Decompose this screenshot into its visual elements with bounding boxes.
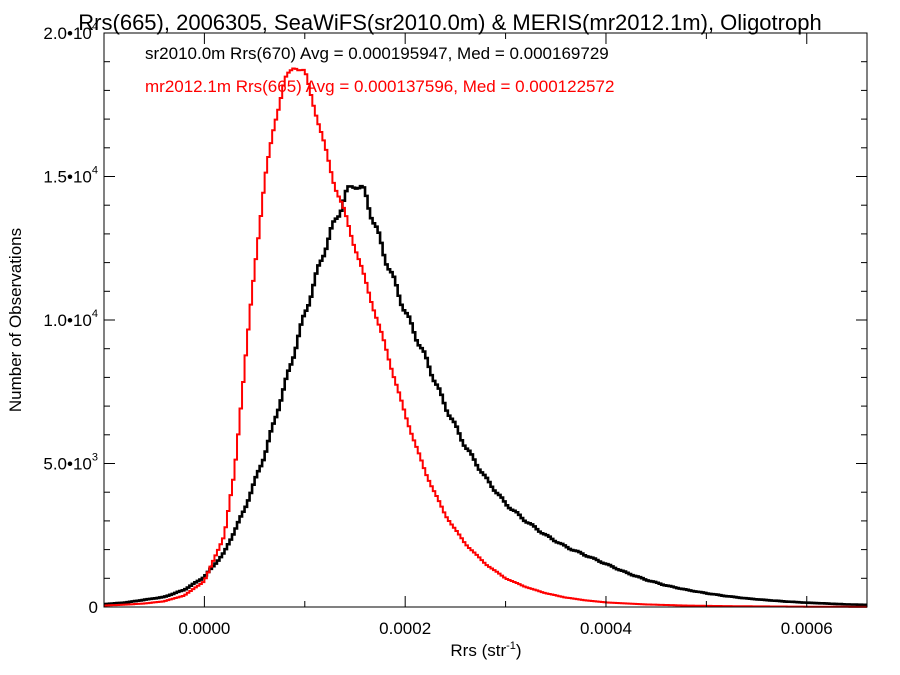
y-tick-label: 1.0•104: [43, 308, 98, 330]
legend-entry-black: sr2010.0m Rrs(670) Avg = 0.000195947, Me…: [145, 44, 609, 63]
x-tick-label: 0.0002: [379, 619, 431, 638]
y-axis-label: Number of Observations: [6, 228, 25, 412]
series-line-red: [104, 67, 867, 608]
legend-entry-red: mr2012.1m Rrs(665) Avg = 0.000137596, Me…: [145, 77, 614, 96]
y-tick-label: 1.5•104: [43, 165, 98, 187]
x-tick-label: 0.0000: [178, 619, 230, 638]
x-axis-label: Rrs (str-1): [450, 640, 521, 660]
y-axis: 0 5.0•103 1.0•104 1.5•104 2.0•104: [43, 21, 867, 617]
x-axis: 0.0000 0.0002 0.0004 0.0006: [103, 33, 833, 638]
legend: sr2010.0m Rrs(670) Avg = 0.000195947, Me…: [145, 44, 614, 96]
chart-title: Rrs(665), 2006305, SeaWiFS(sr2010.0m) & …: [78, 10, 821, 35]
x-tick-label: 0.0006: [781, 619, 833, 638]
y-tick-label: 2.0•104: [43, 21, 98, 43]
series-layer: [104, 67, 867, 608]
y-tick-label: 0: [89, 598, 98, 617]
series-line-black: [104, 184, 867, 607]
x-tick-label: 0.0004: [580, 619, 632, 638]
y-tick-label: 5.0•103: [43, 452, 98, 474]
